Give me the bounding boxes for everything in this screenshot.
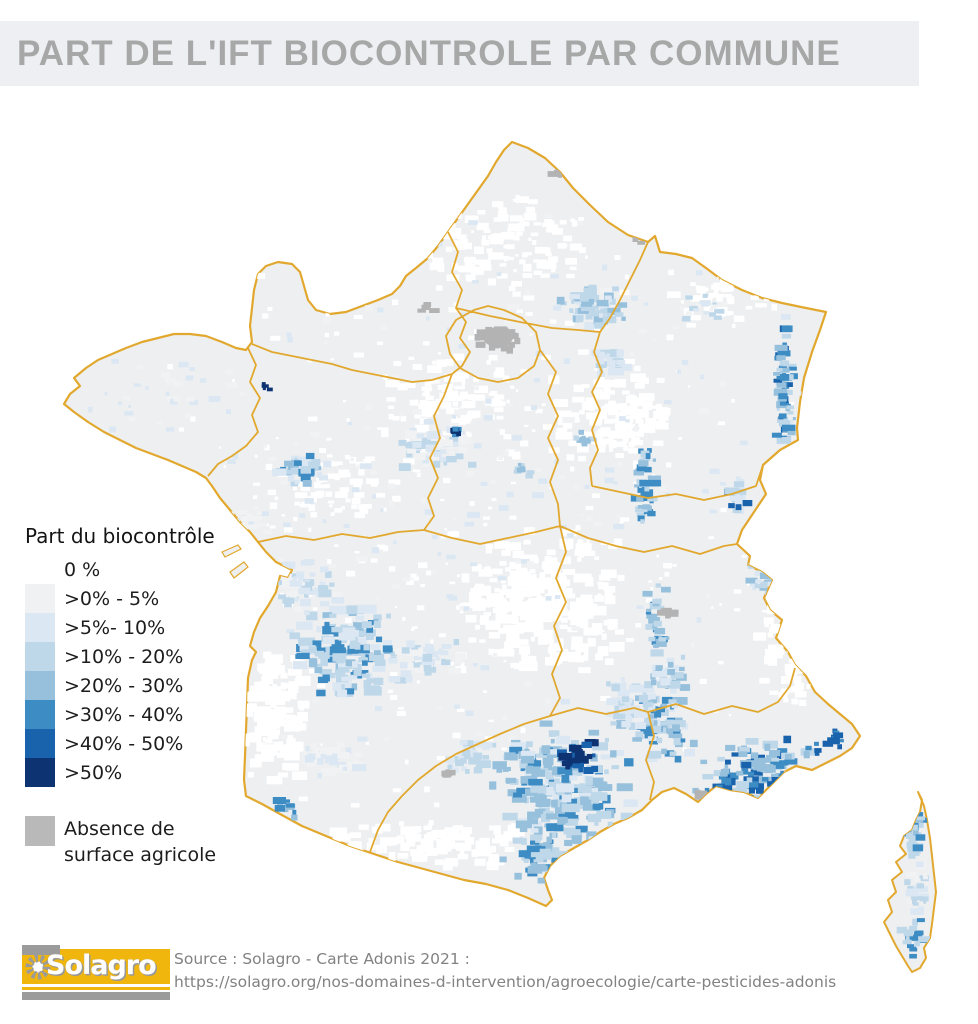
legend-item-label: 0 % — [64, 558, 101, 581]
legend-item: >10% - 20% — [25, 642, 255, 671]
source-line1: Source : Solagro - Carte Adonis 2021 : — [174, 950, 470, 968]
legend-item: >5%- 10% — [25, 613, 255, 642]
legend-item: >40% - 50% — [25, 729, 255, 758]
source-text: Source : Solagro - Carte Adonis 2021 : h… — [174, 948, 836, 994]
legend-item-label: >40% - 50% — [64, 732, 184, 755]
legend-item-label: >30% - 40% — [64, 703, 184, 726]
legend-absence-label: Absence de surface agricole — [64, 816, 216, 868]
legend-swatch — [25, 700, 55, 729]
solagro-logo: Solagro — [22, 945, 170, 1000]
legend-item: >30% - 40% — [25, 700, 255, 729]
legend-absence-swatch — [25, 816, 55, 846]
logo-corner-notch — [22, 945, 60, 955]
logo-gray-stripe — [22, 992, 170, 1000]
legend-absence-line2: surface agricole — [64, 844, 217, 866]
legend-item: >50% — [25, 758, 255, 787]
ile-de-re — [221, 544, 242, 558]
legend-item-label: >0% - 5% — [64, 587, 160, 610]
legend-swatch — [25, 642, 55, 671]
legend-item: >0% - 5% — [25, 584, 255, 613]
paris-urban-area — [483, 327, 513, 347]
legend-swatch — [25, 758, 55, 787]
legend-item-label: >5%- 10% — [64, 616, 166, 639]
legend-swatch — [25, 584, 55, 613]
legend-absence-line1: Absence de — [64, 818, 175, 840]
legend-item: >20% - 30% — [25, 671, 255, 700]
legend-item-label: >20% - 30% — [64, 674, 184, 697]
logo-yellow-stripe — [22, 987, 170, 990]
legend-item-label: >50% — [64, 761, 123, 784]
region-borders — [207, 231, 796, 853]
map-legend: Part du biocontrôle 0 % >0% - 5% >5%- 10… — [25, 524, 255, 868]
solagro-logo-text: Solagro — [46, 950, 157, 981]
page-title: PART DE L'IFT BIOCONTROLE PAR COMMUNE — [17, 33, 841, 73]
legend-absence-item: Absence de surface agricole — [25, 816, 255, 868]
legend-swatch — [25, 555, 55, 584]
ile-oleron — [229, 561, 249, 579]
legend-swatch — [25, 729, 55, 758]
source-url: https://solagro.org/nos-domaines-d-inter… — [174, 973, 837, 991]
legend-item: 0 % — [25, 555, 255, 584]
legend-item-label: >10% - 20% — [64, 645, 184, 668]
legend-swatch — [25, 613, 55, 642]
solagro-logo-block: Solagro — [22, 945, 170, 984]
legend-title: Part du biocontrôle — [25, 524, 215, 548]
sunburst-icon — [25, 954, 51, 980]
title-bar: PART DE L'IFT BIOCONTROLE PAR COMMUNE — [0, 21, 919, 86]
legend-swatch — [25, 671, 55, 700]
